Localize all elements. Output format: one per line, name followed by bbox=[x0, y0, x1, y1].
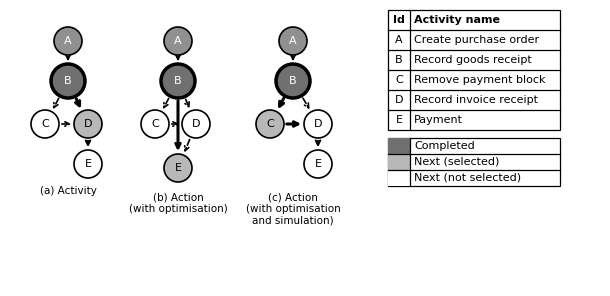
Circle shape bbox=[74, 150, 102, 178]
Text: (c) Action
(with optimisation
and simulation): (c) Action (with optimisation and simula… bbox=[246, 192, 340, 225]
Text: E: E bbox=[315, 159, 321, 169]
Text: (a) Activity: (a) Activity bbox=[40, 186, 96, 196]
Text: C: C bbox=[266, 119, 274, 129]
Circle shape bbox=[256, 110, 284, 138]
Circle shape bbox=[304, 110, 332, 138]
Text: E: E bbox=[174, 163, 182, 173]
Circle shape bbox=[74, 110, 102, 138]
Circle shape bbox=[141, 110, 169, 138]
Circle shape bbox=[164, 27, 192, 55]
Text: B: B bbox=[64, 76, 72, 86]
Text: Record invoice receipt: Record invoice receipt bbox=[414, 95, 538, 105]
Text: E: E bbox=[85, 159, 92, 169]
Text: B: B bbox=[289, 76, 297, 86]
Circle shape bbox=[304, 150, 332, 178]
Text: (b) Action
(with optimisation): (b) Action (with optimisation) bbox=[129, 192, 228, 214]
Text: Record goods receipt: Record goods receipt bbox=[414, 55, 532, 65]
FancyBboxPatch shape bbox=[388, 154, 410, 170]
FancyBboxPatch shape bbox=[388, 10, 560, 130]
Text: Next (selected): Next (selected) bbox=[414, 157, 500, 167]
Circle shape bbox=[182, 110, 210, 138]
Circle shape bbox=[279, 27, 307, 55]
Text: A: A bbox=[289, 36, 297, 46]
Text: Next (not selected): Next (not selected) bbox=[414, 173, 521, 183]
Text: Activity name: Activity name bbox=[414, 15, 500, 25]
Text: B: B bbox=[174, 76, 182, 86]
Text: Completed: Completed bbox=[414, 141, 475, 151]
Text: D: D bbox=[395, 95, 403, 105]
Circle shape bbox=[51, 64, 85, 98]
Text: Remove payment block: Remove payment block bbox=[414, 75, 545, 85]
Circle shape bbox=[164, 154, 192, 182]
Text: E: E bbox=[395, 115, 403, 125]
Text: A: A bbox=[395, 35, 403, 45]
Text: C: C bbox=[41, 119, 49, 129]
Text: Create purchase order: Create purchase order bbox=[414, 35, 539, 45]
Circle shape bbox=[276, 64, 310, 98]
Text: D: D bbox=[192, 119, 200, 129]
Text: C: C bbox=[395, 75, 403, 85]
Circle shape bbox=[54, 27, 82, 55]
Circle shape bbox=[161, 64, 195, 98]
Text: A: A bbox=[64, 36, 72, 46]
Text: D: D bbox=[314, 119, 322, 129]
FancyBboxPatch shape bbox=[388, 138, 560, 186]
FancyBboxPatch shape bbox=[388, 170, 410, 186]
Text: A: A bbox=[174, 36, 182, 46]
Text: Payment: Payment bbox=[414, 115, 463, 125]
Text: C: C bbox=[151, 119, 159, 129]
Text: B: B bbox=[395, 55, 403, 65]
Text: D: D bbox=[84, 119, 92, 129]
FancyBboxPatch shape bbox=[388, 138, 410, 154]
Text: Id: Id bbox=[393, 15, 405, 25]
Circle shape bbox=[31, 110, 59, 138]
